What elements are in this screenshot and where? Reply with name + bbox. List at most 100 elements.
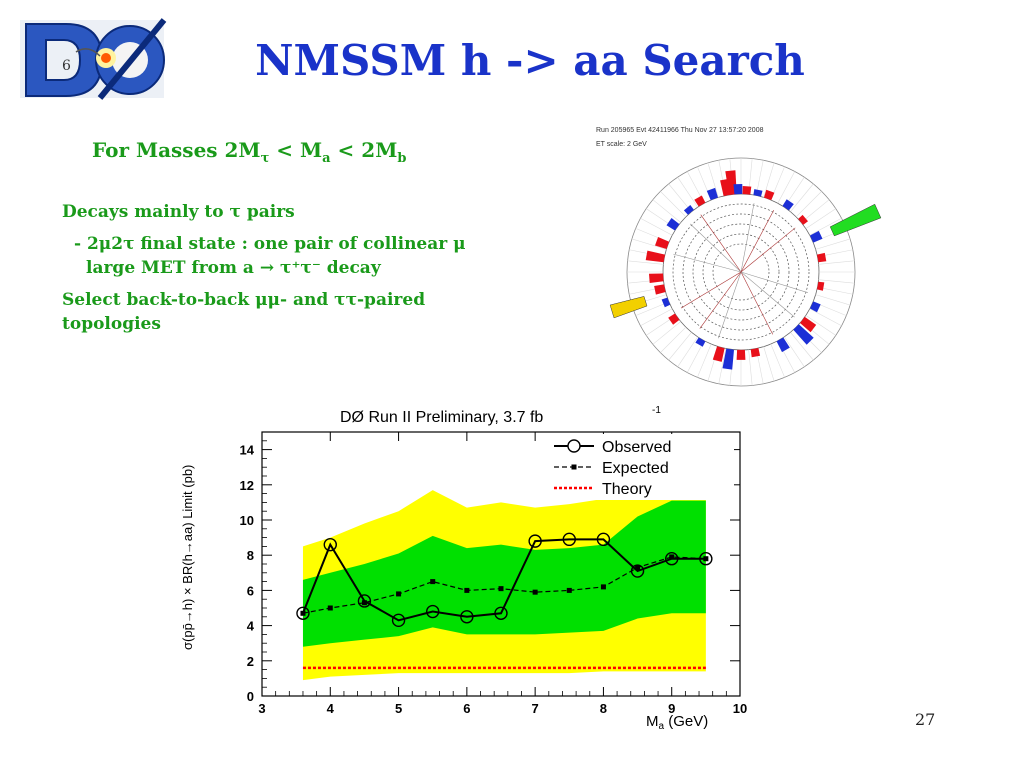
expected-marker [498,586,504,592]
calorimeter-tower [712,346,725,362]
tower-divider [640,217,673,236]
tower-divider [795,191,822,218]
tower-divider [631,238,667,250]
legend-expected-marker [571,464,577,470]
tower-divider [755,160,764,196]
y-tick-label: 2 [247,654,254,669]
calorimeter-tower [753,189,763,197]
calorimeter-tower [817,281,825,291]
calorimeter-tower [694,195,706,207]
expected-marker [361,600,367,606]
tracker-layer [702,233,780,311]
d0-logo: 6 [20,18,167,100]
tower-divider [809,217,842,236]
expected-marker [396,591,402,597]
expected-marker [600,584,606,590]
x-tick-label: 4 [327,701,335,716]
y-tick-label: 14 [240,443,255,458]
tower-divider [677,177,698,208]
x-tick-label: 3 [258,701,265,716]
calorimeter-tower [817,252,827,263]
calorimeter-tower [695,337,706,347]
legend-label: Theory [602,481,652,498]
legend-label: Expected [602,460,669,477]
tower-divider [817,286,853,295]
x-tick-label: 10 [733,701,747,716]
expected-marker [635,565,641,571]
observed-marker [460,610,474,624]
observed-marker [323,537,337,552]
page-number: 27 [915,710,936,729]
tower-divider [763,162,775,198]
tower-divider [668,332,692,361]
tower-divider [801,199,830,223]
track [740,227,796,273]
muon-track-green [829,203,882,237]
tracker-layer [682,213,800,331]
calorimeter-tower [810,301,821,313]
observed-marker [426,604,440,619]
tower-divider [805,208,836,229]
x-tick-label: 6 [463,701,470,716]
expected-marker [300,610,306,616]
calorimeter-view [609,157,882,387]
event-scale: ET scale: 2 GeV [596,141,647,148]
expected-marker [430,579,436,585]
bullet-decays: Decays mainly to τ pairs [62,202,295,222]
observed-line [302,538,706,622]
calorimeter-tower [810,230,823,243]
observed-marker [357,594,372,608]
bullet-selection: Select back-to-back μμ- and ττ-paired to… [62,290,426,334]
calorimeter-tower [654,284,666,295]
track [740,210,775,273]
observed-marker [596,532,611,547]
observed-marker [494,606,508,620]
tower-divider [640,308,673,327]
y-tick-label: 12 [240,478,254,493]
calorimeter-tower [661,297,671,308]
tower-divider [660,191,687,218]
x-tick-label: 7 [532,701,539,716]
y-tick-label: 10 [240,513,254,528]
tower-divider [652,321,681,345]
svg-text:6: 6 [62,58,71,74]
x-tick-label: 8 [600,701,607,716]
bullet-met: large MET from a → τ⁺τ⁻ decay [86,258,381,278]
tower-divider [770,343,785,378]
calorimeter-tower [649,273,664,283]
y-tick-label: 0 [247,689,254,704]
track [680,271,742,309]
tower-divider [635,301,670,316]
calorimeter-tower [668,313,680,325]
tracker-layer [712,243,770,301]
tower-divider [815,294,851,306]
slide-title: NMSSM h -> aa Search [255,36,805,85]
x-tick-label: 5 [395,701,402,716]
tower-divider [784,336,805,367]
x-tick-label: 9 [668,701,675,716]
expected-marker [532,589,538,595]
mass-range-subtitle: For Masses 2Mτ < Ma < 2Mb [92,138,407,166]
muon-track-yellow [609,296,648,319]
band-1sigma [302,500,706,647]
expected-marker [669,554,675,560]
plot-area: 3 4 5 6 7 8 9 10 0 2 4 6 8 10 12 14 [240,431,747,716]
x-axis-label: Ma (GeV) [646,713,708,730]
observed-marker [665,552,679,566]
track [718,271,742,339]
track [740,203,755,273]
calorimeter-tower [800,316,817,333]
observed-marker [630,564,645,578]
tower-divider [652,199,681,223]
expected-marker [327,605,333,611]
tower-divider [748,349,753,386]
calorimeter-tower [764,189,775,201]
calorimeter-tower [798,214,808,225]
tower-divider [677,336,698,367]
calorimeter-tower [736,349,746,360]
tower-divider [763,346,775,382]
tower-divider [668,183,692,212]
event-display: Run 205965 Evt 42411966 Thu Nov 27 13:57… [596,127,882,387]
legend-label: Observed [602,439,671,456]
calorimeter-tower [782,199,794,211]
